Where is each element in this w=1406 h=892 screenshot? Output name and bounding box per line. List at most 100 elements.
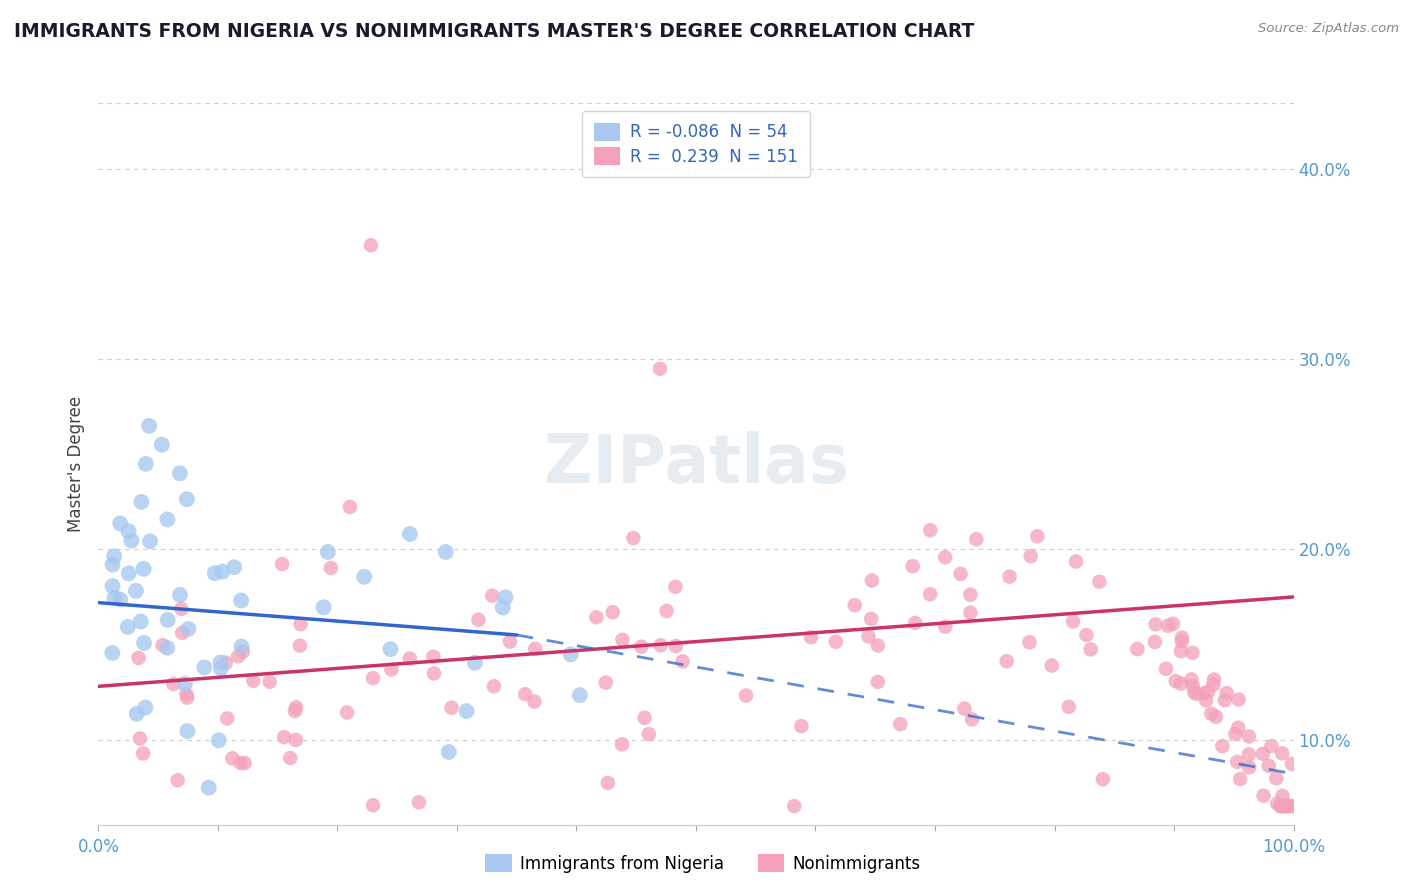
Point xyxy=(176,690,198,705)
Point xyxy=(621,531,644,545)
Point xyxy=(117,620,139,634)
Point xyxy=(197,780,219,795)
Point xyxy=(1026,529,1049,543)
Point xyxy=(560,648,582,662)
Point xyxy=(1076,628,1098,642)
Point xyxy=(101,579,124,593)
Point xyxy=(169,467,191,481)
Point xyxy=(437,745,460,759)
Point xyxy=(1270,799,1292,814)
Point xyxy=(866,639,889,653)
Point xyxy=(1253,789,1275,803)
Point xyxy=(965,533,987,547)
Point xyxy=(1062,615,1084,629)
Point xyxy=(1170,644,1192,658)
Point xyxy=(783,799,806,814)
Point xyxy=(117,524,139,538)
Point xyxy=(998,569,1021,583)
Point xyxy=(1229,772,1251,786)
Point xyxy=(1091,772,1114,787)
Point xyxy=(259,674,281,689)
Point xyxy=(172,625,194,640)
Point xyxy=(949,566,972,581)
Point xyxy=(630,640,652,654)
Point xyxy=(233,756,256,770)
Point xyxy=(524,641,547,656)
Point xyxy=(920,523,942,537)
Point xyxy=(1197,685,1219,699)
Point xyxy=(523,694,546,708)
Point xyxy=(1202,673,1225,687)
Point xyxy=(901,559,924,574)
Y-axis label: Master's Degree: Master's Degree xyxy=(66,396,84,532)
Point xyxy=(231,640,253,654)
Point xyxy=(288,639,311,653)
Point xyxy=(221,751,243,765)
Point xyxy=(150,437,173,451)
Point xyxy=(423,666,446,681)
Point xyxy=(138,418,160,433)
Point xyxy=(319,561,342,575)
Point xyxy=(1202,678,1225,692)
Point xyxy=(1185,687,1208,701)
Point xyxy=(1281,756,1303,771)
Point xyxy=(1088,574,1111,589)
Point xyxy=(166,773,188,788)
Point xyxy=(398,527,420,541)
Point xyxy=(1225,727,1247,741)
Point xyxy=(103,591,125,605)
Point xyxy=(312,600,335,615)
Point xyxy=(135,457,157,471)
Point xyxy=(1019,549,1042,563)
Point xyxy=(128,651,150,665)
Point xyxy=(1144,617,1167,632)
Point xyxy=(215,656,238,670)
Point xyxy=(1080,642,1102,657)
Point xyxy=(1237,730,1260,744)
Point xyxy=(139,534,162,549)
Point xyxy=(1251,747,1274,761)
Point xyxy=(1271,789,1294,803)
Point xyxy=(1164,674,1187,689)
Point xyxy=(1161,616,1184,631)
Point xyxy=(434,545,457,559)
Point xyxy=(204,566,226,581)
Point xyxy=(1237,747,1260,762)
Point xyxy=(633,711,655,725)
Point xyxy=(858,629,880,643)
Point xyxy=(495,591,517,605)
Point xyxy=(156,512,179,526)
Point xyxy=(278,751,301,765)
Point xyxy=(648,361,671,376)
Point xyxy=(101,646,124,660)
Point xyxy=(1213,693,1236,707)
Point xyxy=(169,588,191,602)
Point xyxy=(1265,797,1288,811)
Point xyxy=(1277,799,1299,814)
Point xyxy=(1271,746,1294,760)
Point xyxy=(1270,799,1292,814)
Point xyxy=(284,704,307,718)
Point xyxy=(637,727,659,741)
Point xyxy=(1226,755,1249,769)
Point xyxy=(1227,692,1250,706)
Point xyxy=(1279,799,1302,814)
Point xyxy=(209,656,232,670)
Text: Source: ZipAtlas.com: Source: ZipAtlas.com xyxy=(1258,22,1399,36)
Point xyxy=(132,562,155,576)
Point xyxy=(664,580,686,594)
Point xyxy=(1215,686,1237,700)
Point xyxy=(1195,693,1218,707)
Point xyxy=(108,592,131,607)
Point xyxy=(232,645,254,659)
Point xyxy=(1278,798,1301,813)
Point xyxy=(735,689,758,703)
Point xyxy=(1154,662,1177,676)
Point xyxy=(665,639,688,653)
Point xyxy=(860,612,883,626)
Point xyxy=(1274,799,1296,814)
Point xyxy=(284,733,307,747)
Point xyxy=(1171,631,1194,645)
Point xyxy=(959,588,981,602)
Point xyxy=(672,654,695,668)
